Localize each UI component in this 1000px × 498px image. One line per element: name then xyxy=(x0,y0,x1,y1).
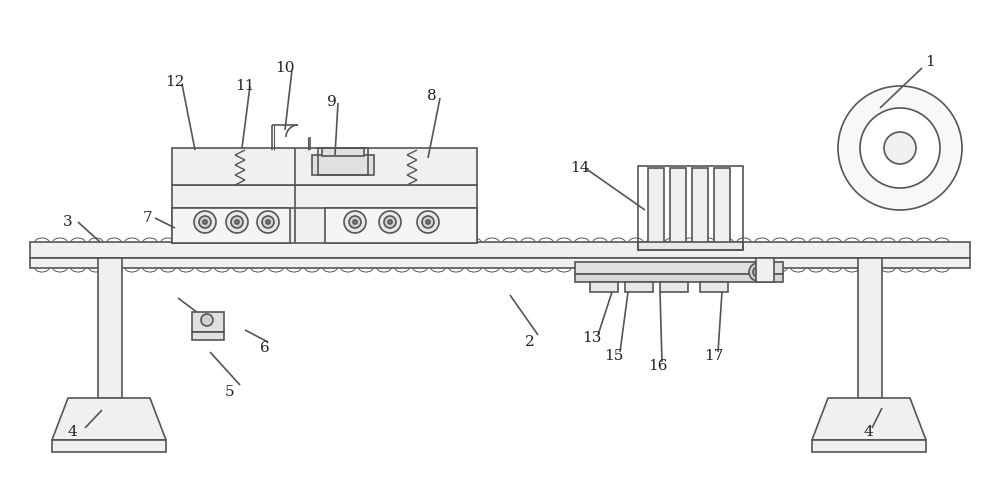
Text: 16: 16 xyxy=(648,359,668,373)
Circle shape xyxy=(349,216,361,228)
Circle shape xyxy=(226,211,248,233)
Bar xyxy=(30,242,970,258)
Circle shape xyxy=(235,220,239,224)
Circle shape xyxy=(201,314,213,326)
Circle shape xyxy=(749,263,767,281)
Circle shape xyxy=(344,211,366,233)
Circle shape xyxy=(199,216,211,228)
Circle shape xyxy=(753,267,763,277)
Text: 6: 6 xyxy=(260,341,270,355)
Bar xyxy=(660,282,688,292)
Bar xyxy=(590,282,618,292)
Circle shape xyxy=(203,220,207,224)
Bar xyxy=(322,148,364,156)
Bar xyxy=(312,155,374,175)
Circle shape xyxy=(388,220,392,224)
Text: 4: 4 xyxy=(67,425,77,439)
Bar xyxy=(638,242,743,250)
Text: 14: 14 xyxy=(570,161,590,175)
Text: 17: 17 xyxy=(704,349,724,363)
Bar xyxy=(192,332,224,340)
Bar xyxy=(192,312,224,332)
Bar xyxy=(812,440,926,452)
Text: 2: 2 xyxy=(525,335,535,349)
Circle shape xyxy=(860,108,940,188)
Circle shape xyxy=(384,216,396,228)
Text: 9: 9 xyxy=(327,95,337,109)
Bar xyxy=(52,440,166,452)
Bar xyxy=(625,282,653,292)
Circle shape xyxy=(353,220,357,224)
Bar xyxy=(700,282,728,292)
Text: 10: 10 xyxy=(275,61,295,75)
Text: 8: 8 xyxy=(427,89,437,103)
Bar xyxy=(172,185,477,243)
Text: 12: 12 xyxy=(165,75,185,89)
Polygon shape xyxy=(812,398,926,440)
Circle shape xyxy=(379,211,401,233)
Bar xyxy=(670,168,686,244)
Circle shape xyxy=(422,216,434,228)
Bar xyxy=(858,258,882,398)
Bar xyxy=(318,148,368,175)
Bar xyxy=(172,148,477,185)
Text: 4: 4 xyxy=(863,425,873,439)
Text: 15: 15 xyxy=(604,349,624,363)
Text: 3: 3 xyxy=(63,215,73,229)
Text: 5: 5 xyxy=(225,385,235,399)
Bar xyxy=(638,166,743,250)
Circle shape xyxy=(266,220,270,224)
Text: 11: 11 xyxy=(235,79,255,93)
Circle shape xyxy=(262,216,274,228)
Text: 7: 7 xyxy=(143,211,153,225)
Bar xyxy=(756,258,774,282)
Bar xyxy=(575,262,783,274)
Text: 1: 1 xyxy=(925,55,935,69)
Circle shape xyxy=(426,220,430,224)
Circle shape xyxy=(884,132,916,164)
Circle shape xyxy=(194,211,216,233)
Bar xyxy=(648,168,664,244)
Bar xyxy=(30,258,970,268)
Bar xyxy=(575,274,783,282)
Circle shape xyxy=(231,216,243,228)
Bar xyxy=(172,208,290,243)
Circle shape xyxy=(417,211,439,233)
Circle shape xyxy=(838,86,962,210)
Circle shape xyxy=(257,211,279,233)
Polygon shape xyxy=(52,398,166,440)
Bar xyxy=(325,208,477,243)
Bar xyxy=(714,168,730,244)
Text: 13: 13 xyxy=(582,331,602,345)
Bar xyxy=(692,168,708,244)
Bar xyxy=(98,258,122,398)
